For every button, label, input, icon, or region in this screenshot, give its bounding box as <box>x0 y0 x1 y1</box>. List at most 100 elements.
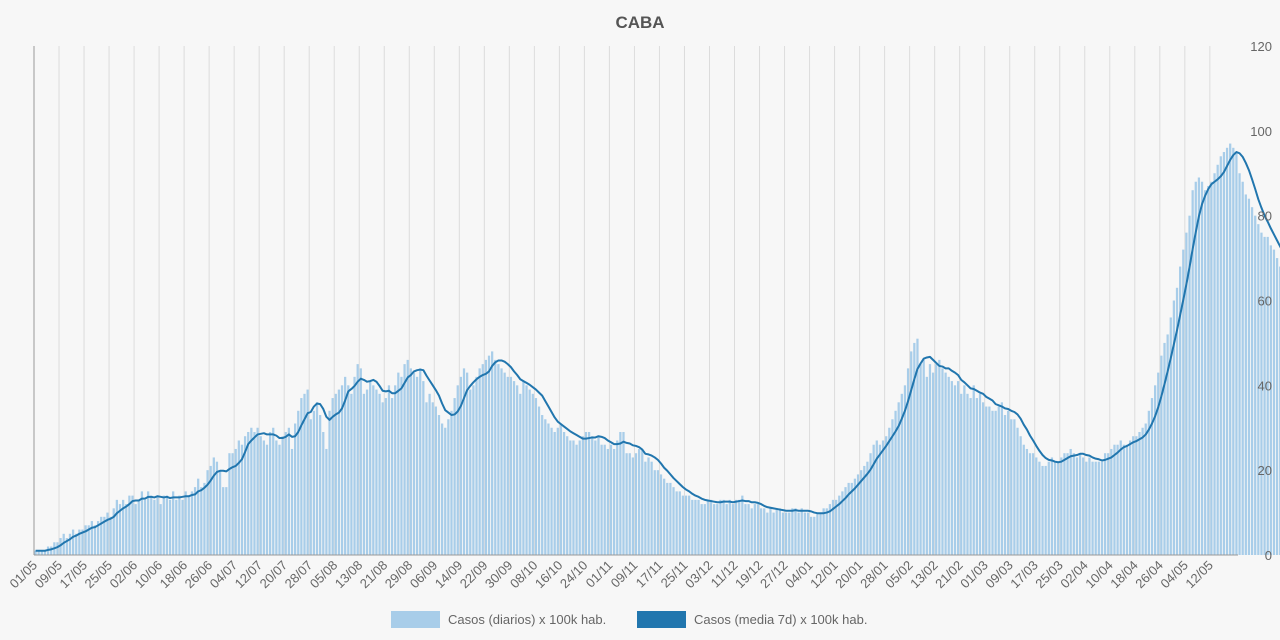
daily-bar <box>550 427 553 555</box>
daily-bar <box>1010 419 1013 555</box>
daily-bar <box>969 398 972 555</box>
daily-bar <box>750 508 753 555</box>
legend-item-average[interactable]: Casos (media 7d) x 100k hab. <box>637 611 867 628</box>
daily-bar <box>309 419 312 555</box>
x-tick-label: 10/06 <box>132 558 166 592</box>
chart-title: CABA <box>615 13 664 32</box>
daily-bar <box>835 499 838 555</box>
daily-bar <box>1075 457 1079 555</box>
daily-bar <box>1013 419 1016 555</box>
daily-bar <box>93 525 97 555</box>
daily-bar <box>447 419 450 555</box>
daily-bar <box>234 448 237 555</box>
daily-bar <box>925 376 928 555</box>
daily-bar <box>134 504 137 555</box>
daily-bar <box>888 427 891 555</box>
daily-bar <box>653 470 656 555</box>
daily-bar <box>766 512 769 555</box>
daily-bar <box>297 410 300 555</box>
x-tick-label: 01/05 <box>7 558 41 592</box>
daily-bar <box>894 410 897 555</box>
daily-bar <box>1150 398 1154 555</box>
daily-bar <box>153 499 156 555</box>
daily-bar <box>469 389 472 555</box>
daily-bar <box>1275 258 1279 555</box>
daily-bar <box>691 499 694 555</box>
daily-bar <box>472 385 475 555</box>
daily-bar <box>1113 444 1116 555</box>
x-tick-label: 28/07 <box>282 558 316 592</box>
x-tick-label: 20/01 <box>832 558 866 592</box>
daily-bars <box>34 143 1280 556</box>
daily-bar <box>240 444 244 555</box>
x-tick-label: 29/08 <box>382 558 416 592</box>
daily-bar <box>109 516 112 555</box>
daily-bar <box>487 355 491 555</box>
daily-bar <box>1003 415 1007 555</box>
daily-bar <box>763 508 766 555</box>
daily-bar <box>1172 300 1176 555</box>
legend-item-daily[interactable]: Casos (diarios) x 100k hab. <box>391 611 606 628</box>
daily-bar <box>841 491 844 555</box>
daily-bar <box>872 444 875 555</box>
daily-bar <box>813 516 816 555</box>
daily-bar <box>906 368 910 555</box>
daily-bar <box>115 499 118 555</box>
daily-bar <box>800 508 803 555</box>
daily-bar <box>1269 245 1272 555</box>
daily-bar <box>797 512 800 555</box>
daily-bar <box>634 453 638 555</box>
daily-bar <box>681 495 685 555</box>
daily-bar <box>878 444 882 555</box>
daily-bar <box>359 368 362 555</box>
daily-bar <box>1147 410 1150 555</box>
daily-bar <box>159 504 162 555</box>
daily-bar <box>1188 215 1191 555</box>
x-tick-label: 14/09 <box>432 558 466 592</box>
average-line-layer <box>35 151 1280 552</box>
daily-bar <box>428 393 431 555</box>
daily-bar <box>481 364 484 555</box>
daily-bar <box>663 478 666 555</box>
daily-bar <box>253 431 256 555</box>
daily-bar <box>1257 224 1260 555</box>
daily-bar <box>1000 402 1004 555</box>
daily-bar <box>1219 156 1222 556</box>
daily-bar <box>1200 181 1204 555</box>
daily-bar <box>225 487 228 555</box>
daily-bar <box>265 444 269 555</box>
daily-bar <box>788 512 791 555</box>
daily-bar <box>706 499 710 555</box>
daily-bar <box>37 550 40 555</box>
daily-bar <box>994 410 997 555</box>
daily-bar <box>434 406 437 555</box>
daily-bar <box>791 508 794 555</box>
daily-bar <box>1072 453 1075 555</box>
x-tick-label: 26/04 <box>1132 558 1166 592</box>
daily-bar <box>162 495 165 555</box>
daily-bar <box>747 504 750 555</box>
daily-bar <box>1041 465 1044 555</box>
daily-bar <box>512 381 516 555</box>
daily-bar <box>922 359 925 555</box>
daily-bar <box>178 495 181 555</box>
daily-bar <box>756 504 760 555</box>
daily-bar <box>991 410 994 555</box>
daily-bar <box>985 406 988 555</box>
daily-bar <box>494 359 497 555</box>
daily-bar <box>1019 436 1022 555</box>
daily-bar <box>197 478 200 555</box>
daily-bar <box>831 499 835 555</box>
legend-swatch-average <box>637 611 686 628</box>
daily-bar <box>784 512 788 555</box>
daily-bar <box>462 368 466 555</box>
x-tick-label: 10/04 <box>1082 558 1116 592</box>
daily-bar <box>713 504 716 555</box>
daily-bar <box>1125 444 1129 555</box>
daily-bar <box>284 431 287 555</box>
daily-bar <box>425 402 428 555</box>
x-tick-label: 16/10 <box>532 558 566 592</box>
daily-bar <box>237 440 240 555</box>
daily-bar <box>556 427 559 555</box>
x-tick-label: 17/03 <box>1007 558 1041 592</box>
